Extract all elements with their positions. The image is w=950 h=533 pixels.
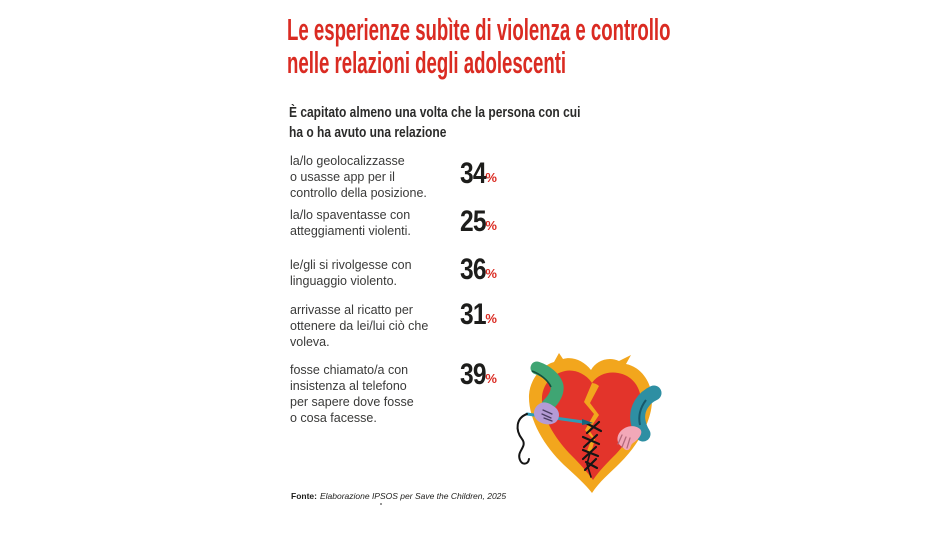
title-line-1: Le esperienze subìte di violenza e contr… [287, 12, 671, 47]
right-hand-fingers [617, 434, 631, 449]
stat-line: per sapere dove fosse [290, 395, 414, 409]
stat-row-insistent-calls: fosse chiamato/a con insistenza al telef… [290, 358, 497, 426]
stitches [581, 420, 603, 478]
left-sleeve [530, 361, 564, 412]
left-hand-fingers [541, 409, 553, 422]
stat-line: ottenere da lei/lui ciò che [290, 319, 429, 333]
percent-sign: % [485, 371, 497, 386]
stat-row-violent-language: le/gli si rivolgesse con linguaggio viol… [290, 253, 497, 289]
stat-line: fosse chiamato/a con [290, 363, 409, 377]
stat-number: 39 [460, 358, 487, 391]
stat-line: la/lo spaventasse con [290, 208, 411, 222]
subtitle-line-2: ha o ha avuto una relazione [289, 124, 447, 141]
stat-line: arrivasse al ricatto per [290, 303, 413, 317]
subtitle: È capitato almeno una volta che la perso… [289, 103, 580, 143]
stat-number: 34 [460, 157, 487, 190]
percent-sign: % [485, 311, 497, 326]
stat-row-blackmail: arrivasse al ricatto per ottenere da lei… [290, 298, 497, 350]
thread [516, 413, 530, 465]
stat-number: 25 [460, 205, 487, 238]
broken-heart-illustration [516, 353, 662, 493]
right-arm [617, 385, 662, 451]
stat-line: le/gli si rivolgesse con [290, 258, 412, 272]
left-hand [533, 402, 559, 425]
stat-line: atteggiamenti violenti. [290, 224, 411, 238]
stat-line: linguaggio violento. [290, 274, 398, 288]
stat-description: le/gli si rivolgesse con linguaggio viol… [290, 257, 457, 289]
right-sleeve-shadow [638, 399, 647, 426]
left-sleeve-shadow [531, 370, 552, 388]
stat-line: la/lo geolocalizzasse [290, 154, 405, 168]
title-line-2: nelle relazioni degli adolescenti [287, 45, 567, 80]
stat-line: voleva. [290, 335, 330, 349]
stat-description: la/lo geolocalizzasse o usasse app per i… [290, 153, 457, 201]
right-sleeve [630, 385, 662, 442]
stat-value: 36 % [460, 253, 497, 286]
stat-line: insistenza al telefono [290, 379, 407, 393]
stat-value: 39 % [460, 358, 497, 391]
subtitle-line-1: È capitato almeno una volta che la perso… [289, 104, 581, 121]
needle-tip [582, 419, 593, 425]
stat-value: 34 % [460, 157, 497, 190]
percent-sign: % [485, 170, 497, 185]
page-title: Le esperienze subìte di violenza e contr… [287, 13, 670, 79]
percent-sign: % [485, 266, 497, 281]
heart-crack [584, 383, 599, 453]
stat-value: 31 % [460, 298, 497, 331]
stray-dot-artifact [380, 503, 382, 505]
percent-sign: % [485, 218, 497, 233]
stat-row-violent-behaviour: la/lo spaventasse con atteggiamenti viol… [290, 207, 497, 239]
stat-line: controllo della posizione. [290, 186, 427, 200]
stat-value: 25 % [460, 205, 497, 238]
stat-description: arrivasse al ricatto per ottenere da lei… [290, 302, 457, 350]
stat-description: la/lo spaventasse con atteggiamenti viol… [290, 207, 457, 239]
stat-number: 36 [460, 253, 487, 286]
source-note: Fonte: Elaborazione IPSOS per Save the Ch… [291, 491, 506, 501]
stat-description: fosse chiamato/a con insistenza al telef… [290, 362, 457, 426]
source-label: Fonte: [291, 491, 317, 501]
source-text: Elaborazione IPSOS per Save the Children… [319, 491, 507, 501]
stat-line: o usasse app per il [290, 170, 395, 184]
stat-line: o cosa facesse. [290, 411, 377, 425]
stat-row-geolocation: la/lo geolocalizzasse o usasse app per i… [290, 153, 497, 201]
left-arm [530, 361, 564, 425]
stat-number: 31 [460, 298, 487, 331]
